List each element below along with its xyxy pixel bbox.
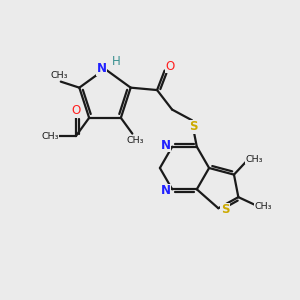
Text: CH₃: CH₃: [246, 154, 263, 164]
Text: CH₃: CH₃: [41, 131, 58, 140]
Text: CH₃: CH₃: [255, 202, 272, 211]
Text: N: N: [160, 184, 171, 197]
Text: S: S: [189, 120, 197, 133]
Text: O: O: [71, 104, 80, 117]
Text: CH₃: CH₃: [50, 70, 68, 80]
Text: N: N: [96, 62, 106, 76]
Text: H: H: [112, 55, 121, 68]
Text: CH₃: CH₃: [127, 136, 144, 145]
Text: N: N: [160, 139, 171, 152]
Text: S: S: [221, 203, 229, 216]
Text: O: O: [165, 60, 175, 73]
